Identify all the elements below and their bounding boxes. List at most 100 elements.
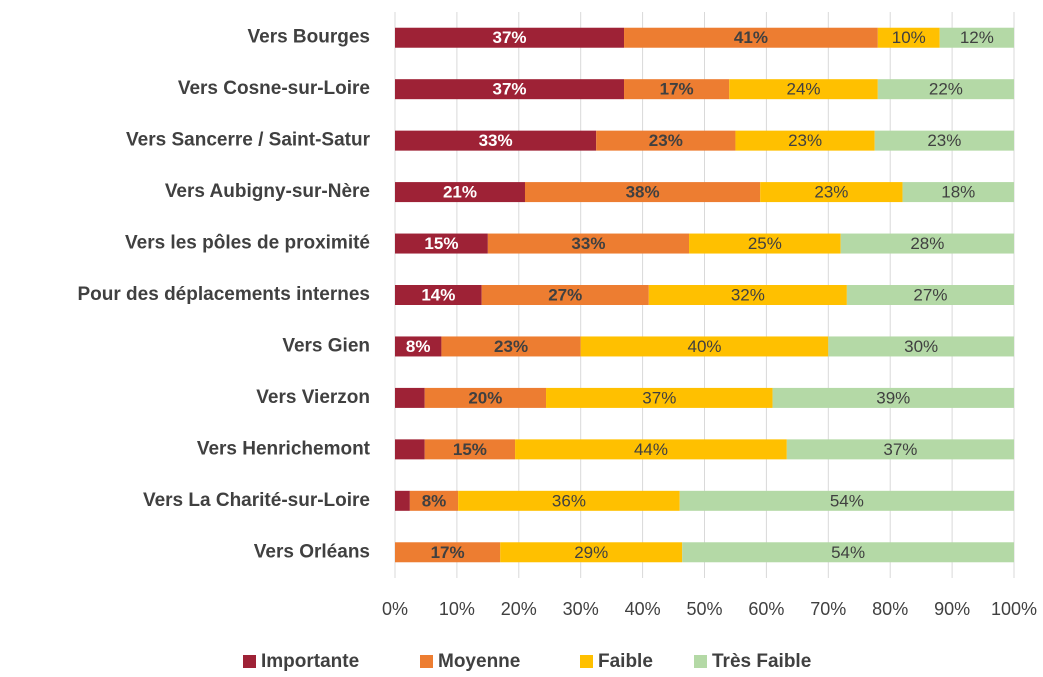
value-label: 23% — [788, 131, 822, 150]
value-label: 28% — [910, 234, 944, 253]
bar-segment — [458, 490, 680, 511]
bar-segment — [395, 79, 625, 100]
bar-segment — [902, 182, 1014, 203]
value-label: 33% — [479, 131, 513, 150]
bar-segment — [846, 285, 1014, 305]
x-tick-label: 60% — [748, 599, 784, 619]
bar-segment — [760, 182, 903, 203]
x-tick-label: 40% — [625, 599, 661, 619]
value-label: 8% — [406, 337, 431, 356]
x-tick-label: 80% — [872, 599, 908, 619]
bar-segment — [424, 439, 516, 460]
value-label: 44% — [634, 440, 668, 459]
value-label: 15% — [424, 234, 458, 253]
bar-segment — [395, 490, 410, 511]
value-label: 10% — [892, 28, 926, 47]
value-label: 25% — [748, 234, 782, 253]
category-label: Vers Cosne-sur-Loire — [178, 78, 370, 99]
bar-segment — [786, 439, 1014, 460]
value-label: 37% — [492, 80, 526, 99]
legend-label: Moyenne — [438, 651, 520, 672]
value-label: 39% — [876, 388, 910, 407]
category-label: Vers Vierzon — [256, 387, 370, 408]
bar-segment — [395, 285, 482, 305]
value-label: 20% — [468, 388, 502, 407]
x-tick-label: 0% — [382, 599, 408, 619]
value-label: 32% — [731, 285, 765, 304]
value-label: 36% — [552, 491, 586, 510]
legend-label: Faible — [598, 651, 653, 672]
category-label: Vers Aubigny-sur-Nère — [165, 181, 370, 202]
value-label: 12% — [960, 28, 994, 47]
category-label: Vers Gien — [282, 335, 370, 356]
bar-segment — [546, 387, 773, 408]
value-label: 21% — [443, 183, 477, 202]
bar-segment — [395, 182, 525, 203]
bar-segment — [939, 27, 1014, 48]
bar-segment — [840, 233, 1014, 254]
x-tick-label: 10% — [439, 599, 475, 619]
value-label: 23% — [494, 337, 528, 356]
x-tick-label: 50% — [686, 599, 722, 619]
value-label: 23% — [649, 131, 683, 150]
category-label: Vers Orléans — [254, 541, 370, 562]
bar-segment — [524, 182, 761, 203]
bar-segment — [580, 336, 829, 357]
value-label: 8% — [422, 491, 447, 510]
x-tick-label: 100% — [991, 599, 1037, 619]
legend-label: Très Faible — [712, 651, 811, 672]
legend-label: Importante — [261, 651, 359, 672]
value-label: 29% — [574, 543, 608, 562]
bar-segment — [772, 387, 1014, 408]
bar-segment — [500, 542, 683, 563]
value-label: 17% — [431, 543, 465, 562]
bar-segment — [441, 336, 581, 357]
category-label: Vers La Charité-sur-Loire — [143, 490, 370, 511]
value-label: 40% — [687, 337, 721, 356]
legend-swatch — [580, 655, 593, 668]
bar-segment — [395, 542, 501, 563]
value-label: 14% — [421, 285, 455, 304]
bar-segment — [729, 79, 878, 100]
bar-segment — [395, 336, 442, 357]
category-label: Vers Sancerre / Saint-Satur — [126, 130, 371, 151]
value-label: 18% — [941, 183, 975, 202]
bar-segment — [877, 27, 940, 48]
legend-swatch — [420, 655, 433, 668]
value-label: 33% — [571, 234, 605, 253]
bar-segment — [648, 285, 847, 305]
bar-segment — [735, 130, 875, 151]
category-label: Vers Henrichemont — [197, 438, 371, 459]
value-label: 54% — [831, 543, 865, 562]
x-tick-label: 30% — [563, 599, 599, 619]
category-label: Pour des déplacements internes — [78, 284, 371, 305]
value-label: 24% — [787, 80, 821, 99]
bar-segment — [877, 79, 1014, 100]
bar-segment — [874, 130, 1014, 151]
bar-segment — [424, 387, 547, 408]
bar-segment — [395, 27, 625, 48]
value-label: 37% — [642, 388, 676, 407]
bar-segment — [624, 27, 878, 48]
bar-segment — [395, 233, 488, 254]
value-label: 17% — [660, 80, 694, 99]
bar-segment — [395, 130, 597, 151]
value-label: 23% — [927, 131, 961, 150]
category-label: Vers Bourges — [248, 27, 371, 48]
bar-segment — [395, 439, 425, 460]
x-tick-label: 70% — [810, 599, 846, 619]
x-tick-label: 20% — [501, 599, 537, 619]
bar-segment — [679, 490, 1014, 511]
value-label: 30% — [904, 337, 938, 356]
bar-segment — [682, 542, 1014, 563]
value-label: 54% — [830, 491, 864, 510]
value-label: 41% — [734, 28, 768, 47]
bar-segment — [515, 439, 787, 460]
bar-segment — [624, 79, 730, 100]
value-label: 27% — [548, 285, 582, 304]
legend-swatch — [243, 655, 256, 668]
bar-segment — [828, 336, 1014, 357]
value-label: 38% — [626, 183, 660, 202]
bar-segment — [487, 233, 690, 254]
